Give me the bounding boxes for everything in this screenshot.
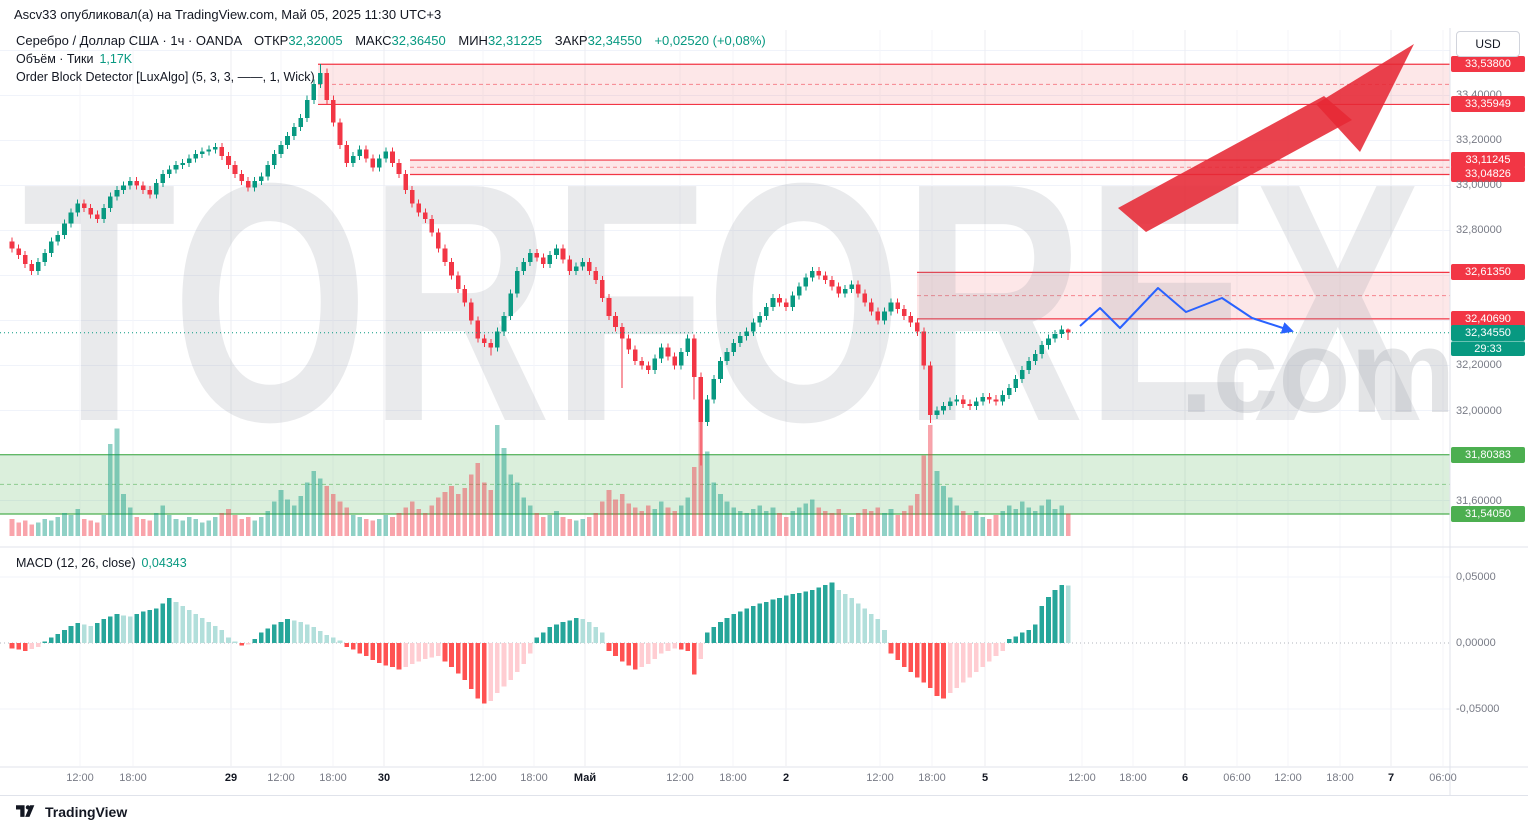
ohlc-open: ОТКР32,32005 — [254, 33, 343, 48]
candlestick-series — [9, 64, 1071, 466]
chart-legend: Серебро / Доллар США · 1ч · OANDA ОТКР32… — [16, 33, 766, 88]
projection-arrow — [1079, 287, 1294, 334]
published-text: Ascv33 опубликовал(а) на TradingView.com… — [14, 7, 442, 22]
high-label: МАКС — [355, 33, 392, 48]
overlays — [0, 287, 1450, 334]
demand-zone — [0, 454, 1450, 515]
indicator-label: Order Block Detector [LuxAlgo] (5, 3, 3,… — [16, 70, 315, 84]
watermark-suffix: .com — [1180, 306, 1455, 438]
currency-button[interactable]: USD — [1456, 31, 1520, 57]
symbol-legend-row[interactable]: Серебро / Доллар США · 1ч · OANDA ОТКР32… — [16, 33, 766, 48]
tradingview-logo[interactable] — [16, 803, 38, 821]
chart-svg: TORFOREX.com — [0, 28, 1528, 795]
volume-label: Объём · Тики — [16, 52, 94, 66]
high-value: 32,36450 — [391, 33, 446, 48]
volume-series — [9, 421, 1071, 536]
ohlc-low: МИН32,31225 — [458, 33, 542, 48]
macd-value: 0,04343 — [141, 556, 187, 570]
symbol-title[interactable]: Серебро / Доллар США · 1ч · OANDA — [16, 33, 242, 48]
macd-histogram-series — [0, 582, 1450, 704]
low-label: МИН — [458, 33, 488, 48]
macd-legend-row[interactable]: MACD (12, 26, close) 0,04343 — [16, 556, 187, 570]
watermark: TORFOREX.com — [22, 44, 1455, 493]
footer-bar: TradingView — [0, 795, 1528, 827]
macd-label: MACD (12, 26, close) — [16, 556, 136, 570]
panel-separators — [0, 28, 1528, 795]
ohlc-high: МАКС32,36450 — [355, 33, 446, 48]
indicator-legend-row[interactable]: Order Block Detector [LuxAlgo] (5, 3, 3,… — [16, 70, 766, 84]
close-value: 32,34550 — [587, 33, 642, 48]
ohlc-close: ЗАКР32,34550 — [555, 33, 642, 48]
watermark-arrow-shaft — [1118, 96, 1352, 232]
volume-legend-row[interactable]: Объём · Тики 1,17K — [16, 52, 766, 66]
open-label: ОТКР — [254, 33, 289, 48]
close-label: ЗАКР — [554, 33, 588, 48]
low-value: 32,31225 — [487, 33, 543, 48]
tradingview-brand[interactable]: TradingView — [45, 803, 128, 820]
published-bar: Ascv33 опубликовал(а) на TradingView.com… — [0, 0, 1528, 28]
open-value: 32,32005 — [288, 33, 343, 48]
watermark-arrow-head — [1316, 44, 1414, 152]
volume-value: 1,17K — [99, 52, 133, 66]
supply-zone — [318, 63, 1450, 106]
price-change: +0,02520 (+0,08%) — [654, 33, 766, 48]
